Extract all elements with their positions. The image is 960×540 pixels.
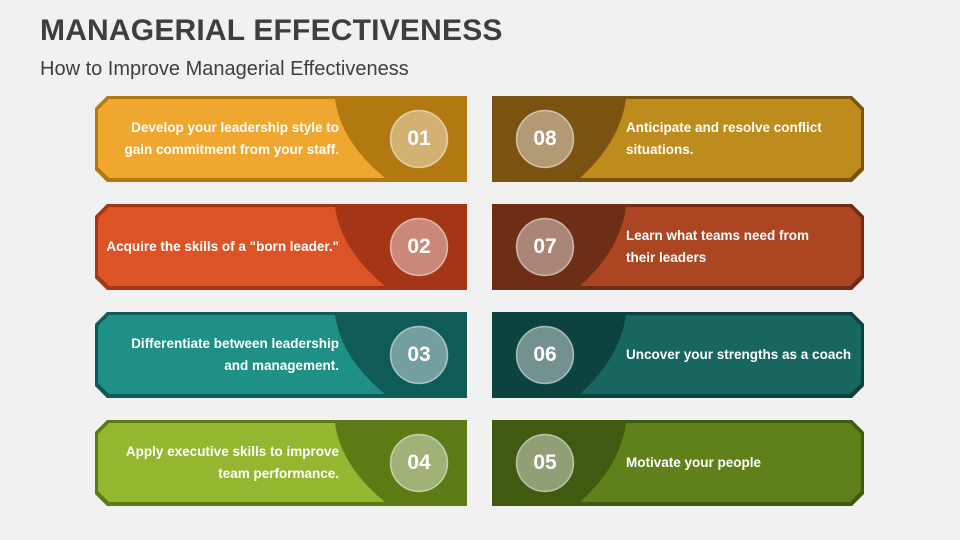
- number-badge-circle: [389, 325, 449, 385]
- banner-shape: [95, 312, 467, 398]
- number-badge-circle: [389, 109, 449, 169]
- banner-shape: [492, 420, 864, 506]
- number-badge-circle: [515, 109, 575, 169]
- step-number: 02: [407, 235, 431, 258]
- card-step-04: Apply executive skills to improve team p…: [95, 420, 467, 506]
- card-step-03: Differentiate between leadership and man…: [95, 312, 467, 398]
- step-text: Uncover your strengths as a coach: [626, 347, 852, 363]
- steps-grid: Develop your leadership style to gain co…: [95, 96, 864, 506]
- step-number: 01: [407, 127, 431, 150]
- step-number: 06: [533, 343, 557, 366]
- step-text: Differentiate between leadership and man…: [131, 336, 339, 373]
- step-text: Apply executive skills to improve team p…: [125, 444, 339, 481]
- number-badge-circle: [515, 217, 575, 277]
- banner-shape: [95, 96, 467, 182]
- number-badge-circle: [389, 217, 449, 277]
- step-number: 08: [533, 127, 557, 150]
- page-title: MANAGERIAL EFFECTIVENESS: [40, 14, 503, 47]
- card-step-06: Uncover your strengths as a coach 06: [492, 312, 864, 398]
- step-text: Anticipate and resolve conflict situatio…: [626, 120, 822, 157]
- step-text: Acquire the skills of a "born leader.": [106, 239, 339, 255]
- banner-shape: [492, 204, 864, 290]
- card-step-01: Develop your leadership style to gain co…: [95, 96, 467, 182]
- step-number: 07: [533, 235, 557, 258]
- banner-shape: [492, 96, 864, 182]
- banner-shape: [95, 420, 467, 506]
- banner-shape: [95, 204, 467, 290]
- card-step-02: Acquire the skills of a "born leader." 0…: [95, 204, 467, 290]
- step-text: Motivate your people: [626, 455, 762, 471]
- step-number: 03: [407, 343, 431, 366]
- step-text: Learn what teams need from their leaders: [626, 228, 810, 265]
- step-text: Develop your leadership style to gain co…: [124, 120, 339, 157]
- number-badge-circle: [389, 433, 449, 493]
- card-step-07: Learn what teams need from their leaders…: [492, 204, 864, 290]
- banner-shape: [492, 312, 864, 398]
- card-step-08: Anticipate and resolve conflict situatio…: [492, 96, 864, 182]
- step-number: 05: [533, 451, 557, 474]
- number-badge-circle: [515, 433, 575, 493]
- page-subtitle: How to Improve Managerial Effectiveness: [40, 58, 409, 80]
- number-badge-circle: [515, 325, 575, 385]
- card-step-05: Motivate your people 05: [492, 420, 864, 506]
- step-number: 04: [407, 451, 431, 474]
